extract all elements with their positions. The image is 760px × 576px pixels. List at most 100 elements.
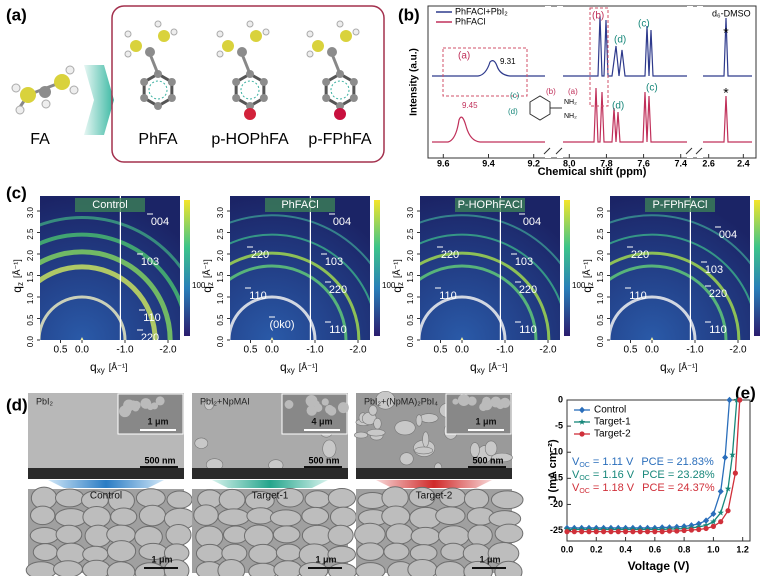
ring bbox=[234, 72, 266, 108]
annotation: (c) bbox=[638, 19, 650, 30]
y-tick-label: 1.5 bbox=[596, 271, 605, 283]
annotation-sub: OC bbox=[579, 462, 590, 469]
y-tick-label: 1.5 bbox=[216, 271, 225, 283]
atom bbox=[312, 40, 324, 52]
ring bbox=[420, 233, 560, 305]
ring bbox=[420, 251, 551, 340]
marker bbox=[571, 529, 577, 535]
grain bbox=[463, 488, 490, 510]
ring bbox=[610, 251, 741, 340]
scale-bg bbox=[28, 468, 184, 479]
grain bbox=[381, 505, 411, 528]
grain bbox=[204, 399, 214, 411]
plot-frame bbox=[427, 5, 757, 159]
grain bbox=[354, 431, 368, 439]
ring-inner bbox=[330, 80, 350, 100]
grain bbox=[435, 506, 466, 526]
x-tick-label: -1.0 bbox=[686, 345, 704, 356]
grain bbox=[82, 559, 111, 576]
axis-q: q bbox=[90, 360, 97, 374]
annotation: VOC = 1.11 V PCE = 21.83% bbox=[572, 456, 714, 469]
grain bbox=[407, 559, 438, 576]
grain bbox=[272, 525, 301, 544]
arrow bbox=[376, 480, 492, 488]
atom-h bbox=[216, 30, 224, 38]
y-tick-label: -15 bbox=[550, 473, 563, 483]
marker bbox=[737, 397, 743, 403]
x-axis-label: qxy [Å⁻¹] bbox=[280, 360, 317, 375]
atom-h bbox=[124, 30, 132, 38]
axis-q: q bbox=[470, 360, 477, 374]
legend-label: PhFACl bbox=[455, 16, 486, 26]
scale-bg bbox=[356, 468, 512, 479]
atom bbox=[336, 102, 344, 110]
x-tick-label: 0.2 bbox=[590, 544, 603, 554]
x-tick-label: 2.6 bbox=[702, 158, 715, 168]
x-tick-label: 9.2 bbox=[527, 158, 540, 168]
molecule-label: PhFA bbox=[138, 131, 177, 148]
colorbar-label: 100 bbox=[382, 281, 396, 290]
arrow bbox=[212, 480, 328, 488]
axis-q: q bbox=[10, 286, 24, 293]
atom-h bbox=[306, 50, 314, 58]
ring bbox=[40, 249, 173, 340]
spectrum bbox=[432, 15, 752, 77]
x-tick-label: 0.5 bbox=[434, 345, 448, 356]
x-tick-label: 0.4 bbox=[619, 544, 632, 554]
peak-label: 103 bbox=[705, 264, 723, 276]
axis-sub: xy bbox=[287, 366, 295, 375]
spot bbox=[460, 337, 464, 340]
peak-label: 9.31 bbox=[500, 57, 516, 66]
peak-label: 110 bbox=[249, 290, 267, 302]
grain bbox=[354, 522, 386, 546]
legend-marker bbox=[579, 406, 585, 414]
grain bbox=[327, 524, 354, 546]
grain bbox=[30, 505, 56, 526]
peak-label: 103 bbox=[325, 256, 343, 268]
grain bbox=[138, 504, 167, 527]
sem-label: PbI₂+NpMAI bbox=[200, 396, 250, 406]
x-tick-label: -2.0 bbox=[349, 345, 367, 356]
marker bbox=[593, 529, 599, 535]
y-tick-label: -5 bbox=[555, 420, 563, 430]
legend-label: PhFACl+PbI₂ bbox=[455, 6, 508, 16]
sem-label: Target-1 bbox=[252, 491, 289, 502]
axis-sub: z bbox=[586, 282, 595, 286]
ring bbox=[420, 295, 507, 340]
highlight-box bbox=[589, 7, 609, 107]
scale-bg bbox=[192, 468, 348, 479]
grain bbox=[248, 562, 278, 576]
inset-grain bbox=[321, 398, 329, 406]
ring bbox=[610, 233, 750, 305]
spot bbox=[270, 337, 274, 340]
colorbar bbox=[184, 200, 190, 336]
y-tick-label: 2.5 bbox=[216, 228, 225, 240]
grain bbox=[490, 490, 524, 510]
grain bbox=[410, 526, 441, 546]
grain bbox=[52, 560, 83, 576]
y-tick-label: 1.0 bbox=[596, 292, 605, 304]
marker bbox=[637, 529, 643, 535]
spectrum bbox=[432, 87, 752, 143]
y-axis-label: J (mA cm⁻²) bbox=[547, 439, 559, 502]
grain bbox=[327, 545, 356, 564]
annotation: NH₂ bbox=[564, 113, 577, 120]
spot bbox=[650, 337, 654, 340]
grain bbox=[494, 523, 524, 544]
inset-grain bbox=[155, 396, 165, 406]
marker bbox=[724, 485, 732, 492]
atom bbox=[322, 78, 331, 86]
marker bbox=[702, 521, 710, 529]
y-axis-label: qz [Å⁻¹] bbox=[10, 259, 25, 292]
atom bbox=[237, 47, 247, 57]
peak-label: 103 bbox=[141, 256, 159, 268]
y-axis-label: qz [Å⁻¹] bbox=[390, 259, 405, 292]
inset-grain bbox=[499, 397, 511, 409]
bond bbox=[240, 53, 252, 75]
atom bbox=[140, 78, 149, 86]
grain bbox=[269, 509, 302, 527]
axis-q: q bbox=[580, 286, 594, 293]
marker bbox=[681, 527, 687, 534]
atom bbox=[140, 94, 149, 102]
annotation: (c) bbox=[510, 91, 520, 100]
